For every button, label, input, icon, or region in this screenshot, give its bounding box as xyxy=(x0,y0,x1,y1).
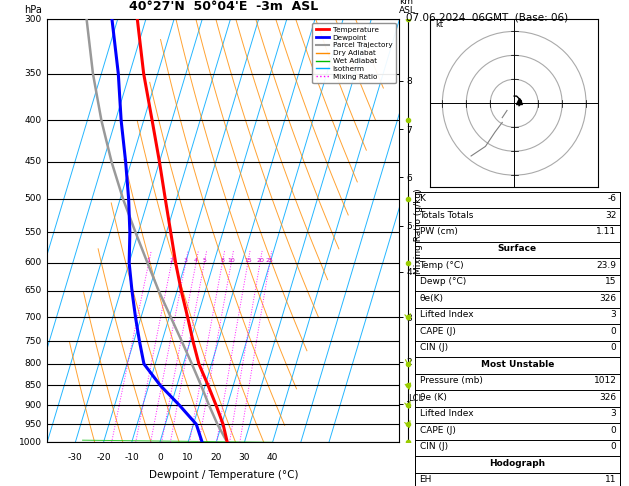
Text: 23.9: 23.9 xyxy=(596,260,616,270)
Text: 350: 350 xyxy=(25,69,42,78)
Text: 1012: 1012 xyxy=(594,376,616,385)
Text: 900: 900 xyxy=(25,401,42,410)
Text: CAPE (J): CAPE (J) xyxy=(420,426,455,435)
Text: km
ASL: km ASL xyxy=(399,0,416,15)
Text: PW (cm): PW (cm) xyxy=(420,227,457,237)
Text: 800: 800 xyxy=(25,359,42,368)
Text: 0: 0 xyxy=(611,343,616,352)
Text: 3: 3 xyxy=(184,258,187,263)
Text: 700: 700 xyxy=(25,312,42,322)
Text: Dewp (°C): Dewp (°C) xyxy=(420,277,466,286)
Text: Dewpoint / Temperature (°C): Dewpoint / Temperature (°C) xyxy=(148,470,298,480)
Text: 5: 5 xyxy=(203,258,206,263)
Text: 25: 25 xyxy=(265,258,274,263)
Text: kt: kt xyxy=(435,19,443,29)
Text: 300: 300 xyxy=(25,15,42,24)
Text: 850: 850 xyxy=(25,381,42,390)
Text: Mixing Ratio (g/kg): Mixing Ratio (g/kg) xyxy=(415,188,423,274)
Text: 4: 4 xyxy=(194,258,198,263)
Text: 400: 400 xyxy=(25,116,42,125)
Text: Pressure (mb): Pressure (mb) xyxy=(420,376,482,385)
Text: 1: 1 xyxy=(147,258,151,263)
Text: 32: 32 xyxy=(605,211,616,220)
Text: 326: 326 xyxy=(599,393,616,402)
Text: -6: -6 xyxy=(608,194,616,204)
Text: 950: 950 xyxy=(25,420,42,429)
Text: hPa: hPa xyxy=(24,5,42,15)
Text: 40: 40 xyxy=(267,453,278,462)
Text: 8: 8 xyxy=(220,258,225,263)
Text: 550: 550 xyxy=(25,228,42,237)
Text: Hodograph: Hodograph xyxy=(489,459,545,468)
Text: 10: 10 xyxy=(227,258,235,263)
Text: 650: 650 xyxy=(25,286,42,295)
Text: 20: 20 xyxy=(211,453,222,462)
Text: 0: 0 xyxy=(157,453,163,462)
Text: 0: 0 xyxy=(611,442,616,451)
Text: Totals Totals: Totals Totals xyxy=(420,211,474,220)
Text: 0: 0 xyxy=(611,327,616,336)
Text: 1.11: 1.11 xyxy=(596,227,616,237)
Text: Temp (°C): Temp (°C) xyxy=(420,260,464,270)
Text: 2: 2 xyxy=(170,258,174,263)
Text: 10: 10 xyxy=(182,453,194,462)
Legend: Temperature, Dewpoint, Parcel Trajectory, Dry Adiabat, Wet Adiabat, Isotherm, Mi: Temperature, Dewpoint, Parcel Trajectory… xyxy=(313,23,396,84)
Text: -30: -30 xyxy=(68,453,83,462)
Text: 40°27'N  50°04'E  -3m  ASL: 40°27'N 50°04'E -3m ASL xyxy=(129,0,318,13)
Text: 20: 20 xyxy=(256,258,264,263)
Text: 15: 15 xyxy=(605,277,616,286)
Text: CAPE (J): CAPE (J) xyxy=(420,327,455,336)
Text: 450: 450 xyxy=(25,157,42,166)
Text: Most Unstable: Most Unstable xyxy=(481,360,554,369)
Text: Lifted Index: Lifted Index xyxy=(420,310,473,319)
Text: θe (K): θe (K) xyxy=(420,393,447,402)
Text: 11: 11 xyxy=(605,475,616,485)
Text: 600: 600 xyxy=(25,259,42,267)
Text: LCL: LCL xyxy=(408,394,423,403)
Text: -10: -10 xyxy=(125,453,139,462)
Text: 07.06.2024  06GMT  (Base: 06): 07.06.2024 06GMT (Base: 06) xyxy=(406,12,568,22)
Text: CIN (J): CIN (J) xyxy=(420,343,448,352)
Text: 30: 30 xyxy=(238,453,250,462)
Text: 3: 3 xyxy=(611,310,616,319)
Text: EH: EH xyxy=(420,475,432,485)
Text: 1000: 1000 xyxy=(19,438,42,447)
Text: Surface: Surface xyxy=(498,244,537,253)
Text: 15: 15 xyxy=(244,258,252,263)
Text: Lifted Index: Lifted Index xyxy=(420,409,473,418)
Text: 0: 0 xyxy=(611,426,616,435)
Text: K: K xyxy=(420,194,425,204)
Text: -20: -20 xyxy=(96,453,111,462)
Text: CIN (J): CIN (J) xyxy=(420,442,448,451)
Text: 326: 326 xyxy=(599,294,616,303)
Text: 3: 3 xyxy=(611,409,616,418)
Text: 750: 750 xyxy=(25,337,42,346)
Text: 500: 500 xyxy=(25,194,42,203)
Text: θe(K): θe(K) xyxy=(420,294,443,303)
